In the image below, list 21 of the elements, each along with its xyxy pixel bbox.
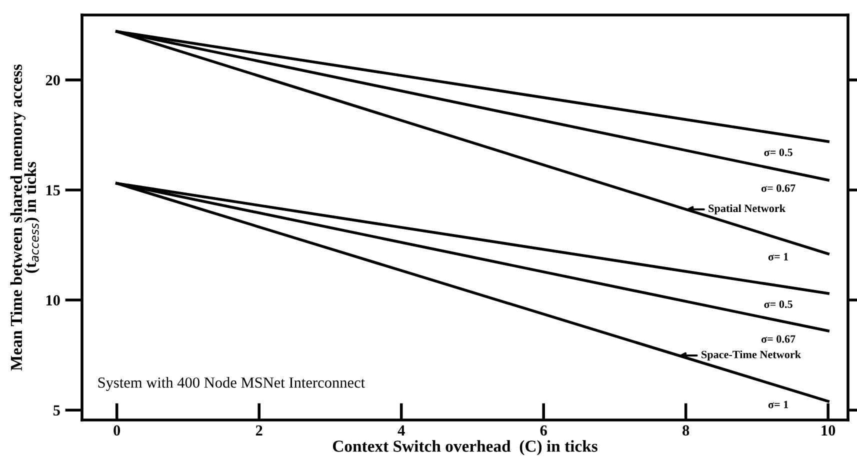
annotation: Spatial Network	[708, 204, 786, 214]
y-tick-label: 20	[46, 75, 60, 86]
annotation: System with 400 Node MSNet Interconnect	[98, 377, 365, 391]
x-tick-label: 10	[822, 425, 836, 436]
x-tick-label: 0	[114, 425, 120, 436]
series-label: σ= 0.5	[764, 300, 792, 308]
series-label: σ= 0.5	[764, 148, 792, 156]
series-label: σ= 1	[768, 253, 788, 260]
y-axis-title: Mean Time between shared memory access (t$_{access}$) in ticks	[10, 64, 40, 371]
y-tick-label: 15	[46, 185, 60, 196]
series-label: σ= 0.67	[761, 184, 796, 192]
y-tick-label: 5	[53, 405, 60, 416]
x-tick-label: 4	[398, 425, 405, 436]
annotation: Space-Time Network	[702, 350, 802, 361]
series-label: σ= 0.67	[761, 335, 796, 343]
x-tick-label: 6	[540, 425, 547, 436]
series-label: σ= 1	[768, 400, 788, 408]
x-tick-label: 8	[682, 425, 690, 436]
y-tick-label: 10	[46, 295, 60, 306]
x-tick-label: 2	[256, 425, 262, 436]
x-axis-title: Context Switch overhead (C) in ticks	[332, 440, 598, 456]
